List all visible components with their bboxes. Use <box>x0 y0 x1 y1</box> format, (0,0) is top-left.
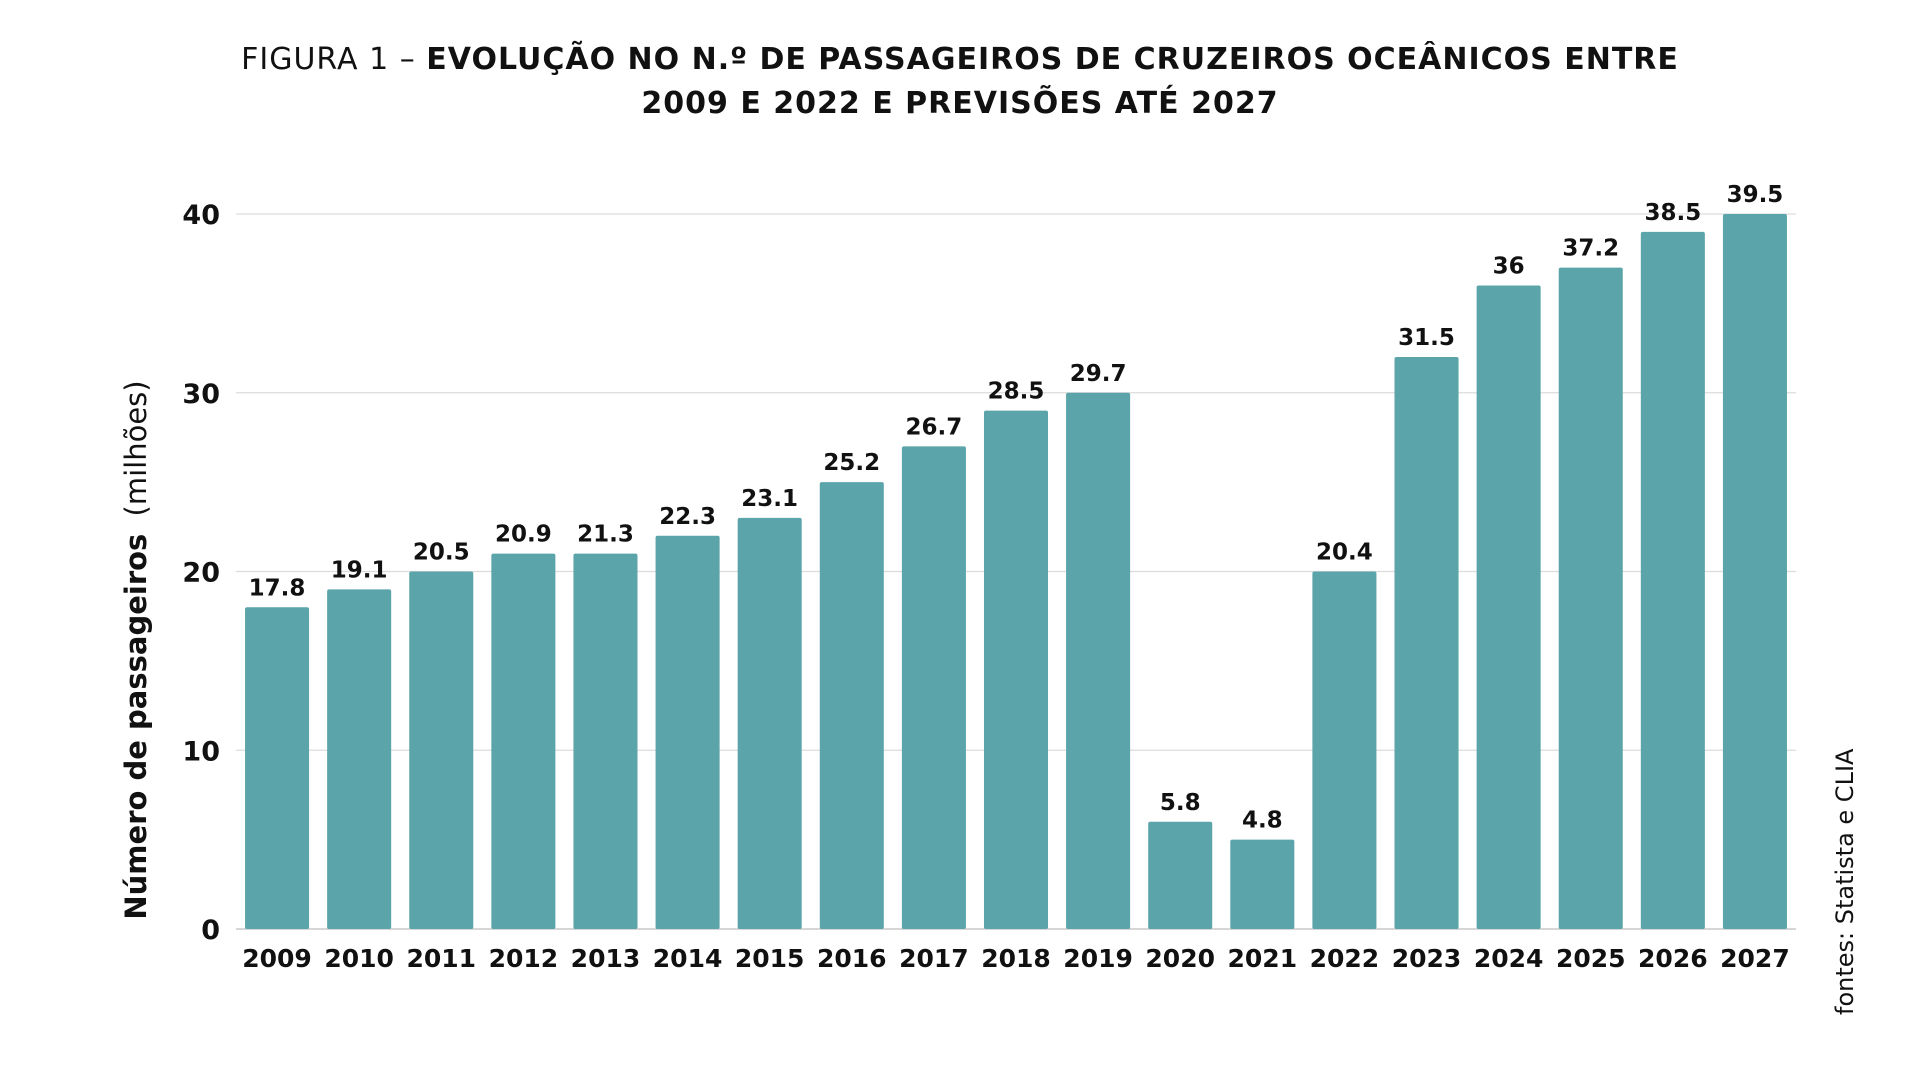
y-tick-label: 30 <box>182 379 220 410</box>
y-axis-label-unit: (milhões) <box>119 380 153 516</box>
x-tick-label-2011: 2011 <box>406 944 476 973</box>
x-tick-label-2020: 2020 <box>1145 944 1215 973</box>
x-tick-label-2023: 2023 <box>1392 944 1462 973</box>
data-label-2027: 39.5 <box>1727 182 1784 208</box>
x-tick-label-2026: 2026 <box>1638 944 1708 973</box>
data-label-2024: 36 <box>1493 254 1525 280</box>
bar-2027 <box>1722 214 1787 929</box>
data-label-2014: 22.3 <box>659 504 716 530</box>
data-labels: 17.8 19.1 20.5 20.9 21.3 22.3 23.1 25.2 26.7 28.5… <box>249 182 1784 834</box>
data-label-2011: 20.5 <box>413 540 470 566</box>
bar-2011 <box>409 571 474 929</box>
data-label-2021: 4.8 <box>1242 808 1283 834</box>
bar-2020 <box>1148 821 1213 929</box>
x-tick-label-2017: 2017 <box>899 944 969 973</box>
bars <box>245 214 1787 929</box>
bar-2023 <box>1394 357 1459 929</box>
bar-2021 <box>1230 839 1295 929</box>
bar-2017 <box>901 446 966 929</box>
source-note: fontes: Statista e CLIA <box>1831 748 1859 1015</box>
bar-2015 <box>737 517 802 929</box>
data-label-2026: 38.5 <box>1644 200 1701 226</box>
data-label-2019: 29.7 <box>1070 361 1127 387</box>
x-tick-label-2024: 2024 <box>1474 944 1544 973</box>
title-text-line-1: EVOLUÇÃO NO N.º DE PASSAGEIROS DE CRUZEI… <box>426 42 1679 77</box>
data-label-2017: 26.7 <box>906 414 963 440</box>
title-line-1: FIGURA 1 – EVOLUÇÃO NO N.º DE PASSAGEIRO… <box>0 38 1920 82</box>
data-label-2013: 21.3 <box>577 522 634 548</box>
x-tick-label-2018: 2018 <box>981 944 1051 973</box>
x-tick-label-2016: 2016 <box>817 944 887 973</box>
bar-2018 <box>983 410 1049 929</box>
bar-2019 <box>1066 392 1131 929</box>
bar-2026 <box>1640 231 1705 929</box>
bar-2013 <box>573 553 638 929</box>
data-label-2010: 19.1 <box>331 557 388 583</box>
x-tick-label-2010: 2010 <box>324 944 394 973</box>
bar-2024 <box>1476 285 1541 929</box>
y-axis-ticks: 0 10 20 30 40 <box>182 200 220 946</box>
data-label-2025: 37.2 <box>1562 236 1619 262</box>
x-tick-label-2015: 2015 <box>735 944 805 973</box>
y-axis-label: Número de passageiros (milhões) <box>119 380 153 919</box>
title-text-line-2: 2009 E 2022 E PREVISÕES ATÉ 2027 <box>641 86 1279 121</box>
x-axis-ticks: 2009 2010 2011 2012 2013 2014 2015 2016 2017 2018… <box>242 944 1789 973</box>
bar-2022 <box>1312 571 1377 929</box>
data-label-2023: 31.5 <box>1398 325 1455 351</box>
y-tick-label: 20 <box>182 558 220 589</box>
bar-2016 <box>819 482 884 929</box>
y-tick-label: 40 <box>182 200 220 231</box>
x-tick-label-2022: 2022 <box>1310 944 1380 973</box>
y-tick-label: 0 <box>201 915 220 946</box>
x-tick-label-2027: 2027 <box>1720 944 1790 973</box>
x-tick-label-2025: 2025 <box>1556 944 1626 973</box>
data-label-2016: 25.2 <box>823 450 880 476</box>
bar-2009 <box>245 607 310 929</box>
bar-2012 <box>491 553 556 929</box>
y-axis-label-main: Número de passageiros <box>119 534 153 920</box>
bar-2025 <box>1558 267 1623 929</box>
x-tick-label-2009: 2009 <box>242 944 312 973</box>
x-tick-label-2013: 2013 <box>571 944 641 973</box>
x-tick-label-2021: 2021 <box>1228 944 1298 973</box>
bar-2014 <box>655 535 720 929</box>
data-label-2009: 17.8 <box>249 575 306 601</box>
figure-label: FIGURA 1 – <box>241 42 416 77</box>
y-tick-label: 10 <box>182 736 220 767</box>
chart-title: FIGURA 1 – EVOLUÇÃO NO N.º DE PASSAGEIRO… <box>0 38 1920 126</box>
bar-2010 <box>327 589 392 929</box>
data-label-2020: 5.8 <box>1160 790 1201 816</box>
data-label-2012: 20.9 <box>495 522 552 548</box>
data-label-2018: 28.5 <box>988 379 1045 405</box>
x-tick-label-2014: 2014 <box>653 944 723 973</box>
data-label-2015: 23.1 <box>741 486 798 512</box>
x-tick-label-2019: 2019 <box>1063 944 1133 973</box>
data-label-2022: 20.4 <box>1316 540 1373 566</box>
x-tick-label-2012: 2012 <box>489 944 559 973</box>
